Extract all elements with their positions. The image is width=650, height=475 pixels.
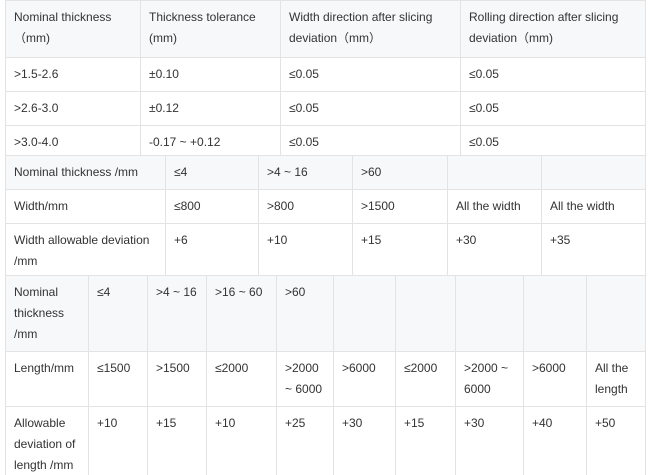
table-cell: ≤4 — [165, 155, 259, 190]
table-cell — [541, 155, 646, 190]
table-cell: +30 — [455, 406, 524, 475]
table-cell: >2000 ~ 6000 — [276, 351, 334, 407]
table-cell: ≤4 — [88, 275, 148, 352]
data-table: Nominal thickness /mm ≤4 >4 ~ 16 >16 ~ 60 >6… — [5, 275, 646, 475]
table-cell: +30 — [447, 223, 542, 279]
table-cell: >6000 — [523, 351, 587, 407]
table-cell: Nominal thickness /mm — [5, 275, 89, 352]
table-cell: Allowable deviation of length /mm — [5, 406, 89, 475]
table-cell: ≤0.05 — [280, 91, 461, 126]
table-cell: +15 — [352, 223, 448, 279]
table-cell: >1.5-2.6 — [5, 57, 141, 92]
table-cell: Nominal thickness /mm — [5, 155, 166, 190]
table-cell: +15 — [395, 406, 456, 475]
table-row: Width allowable deviation /mm +6 +10 +15 +30… — [5, 223, 646, 279]
table-cell: +10 — [206, 406, 277, 475]
table-row: >2.6-3.0 ±0.12 ≤0.05 ≤0.05 — [5, 91, 646, 126]
table-cell: >800 — [258, 189, 353, 224]
table-row: Nominal thickness （mm) Thickness toleranc… — [5, 0, 646, 58]
table-cell: +10 — [88, 406, 148, 475]
table-cell: ≤0.05 — [280, 57, 461, 92]
table-cell: ≤0.05 — [460, 57, 646, 92]
table-cell: >3.0-4.0 — [5, 125, 141, 160]
table-cell — [395, 275, 456, 352]
table-cell: Length/mm — [5, 351, 89, 407]
table-cell: +25 — [276, 406, 334, 475]
table-cell: ≤2000 — [206, 351, 277, 407]
table-cell: +6 — [165, 223, 259, 279]
table-cell: >1500 — [147, 351, 207, 407]
table-row: >1.5-2.6 ±0.10 ≤0.05 ≤0.05 — [5, 57, 646, 92]
table-cell: Thickness tolerance (mm) — [140, 0, 281, 58]
data-table: Nominal thickness （mm) Thickness toleranc… — [5, 0, 646, 160]
table-row: Nominal thickness /mm ≤4 >4 ~ 16 >16 ~ 60 >6… — [5, 275, 646, 352]
table-cell: Width/mm — [5, 189, 166, 224]
table-cell: +30 — [333, 406, 396, 475]
table-cell: Width direction after slicing deviation（… — [280, 0, 461, 58]
table-cell: All the length — [586, 351, 646, 407]
table-cell — [523, 275, 587, 352]
table-row: Allowable deviation of length /mm +10 +15 +… — [5, 406, 646, 475]
table-cell: Rolling direction after slicing deviatio… — [460, 0, 646, 58]
table-cell: ≤800 — [165, 189, 259, 224]
table-cell — [586, 275, 646, 352]
table-cell: ≤2000 — [395, 351, 456, 407]
data-table: Nominal thickness /mm ≤4 >4 ~ 16 >60 Width/m… — [5, 155, 646, 279]
table-cell: >16 ~ 60 — [206, 275, 277, 352]
table-cell: +40 — [523, 406, 587, 475]
table-row: Nominal thickness /mm ≤4 >4 ~ 16 >60 — [5, 155, 646, 190]
table-cell: Width allowable deviation /mm — [5, 223, 166, 279]
table-cell: >4 ~ 16 — [147, 275, 207, 352]
table-cell: >60 — [276, 275, 334, 352]
table-cell — [447, 155, 542, 190]
table-cell: >1500 — [352, 189, 448, 224]
table-cell: +15 — [147, 406, 207, 475]
table-cell: +10 — [258, 223, 353, 279]
table-cell: >60 — [352, 155, 448, 190]
table-cell: +50 — [586, 406, 646, 475]
table-cell: ≤0.05 — [460, 91, 646, 126]
table-cell: >2.6-3.0 — [5, 91, 141, 126]
table-cell: >4 ~ 16 — [258, 155, 353, 190]
table-cell: >6000 — [333, 351, 396, 407]
table-cell: Nominal thickness （mm) — [5, 0, 141, 58]
table-cell: ≤1500 — [88, 351, 148, 407]
table-row: >3.0-4.0 -0.17 ~ +0.12 ≤0.05 ≤0.05 — [5, 125, 646, 160]
table-cell — [455, 275, 524, 352]
table-cell — [333, 275, 396, 352]
table-row: Length/mm ≤1500 >1500 ≤2000 >2000 ~ 6000 >600… — [5, 351, 646, 407]
table-row: Width/mm ≤800 >800 >1500 All the width All th… — [5, 189, 646, 224]
table-cell: ±0.10 — [140, 57, 281, 92]
table-cell: All the width — [447, 189, 542, 224]
table-cell: ±0.12 — [140, 91, 281, 126]
table-cell: +35 — [541, 223, 646, 279]
table-cell: All the width — [541, 189, 646, 224]
table-cell: >2000 ~ 6000 — [455, 351, 524, 407]
